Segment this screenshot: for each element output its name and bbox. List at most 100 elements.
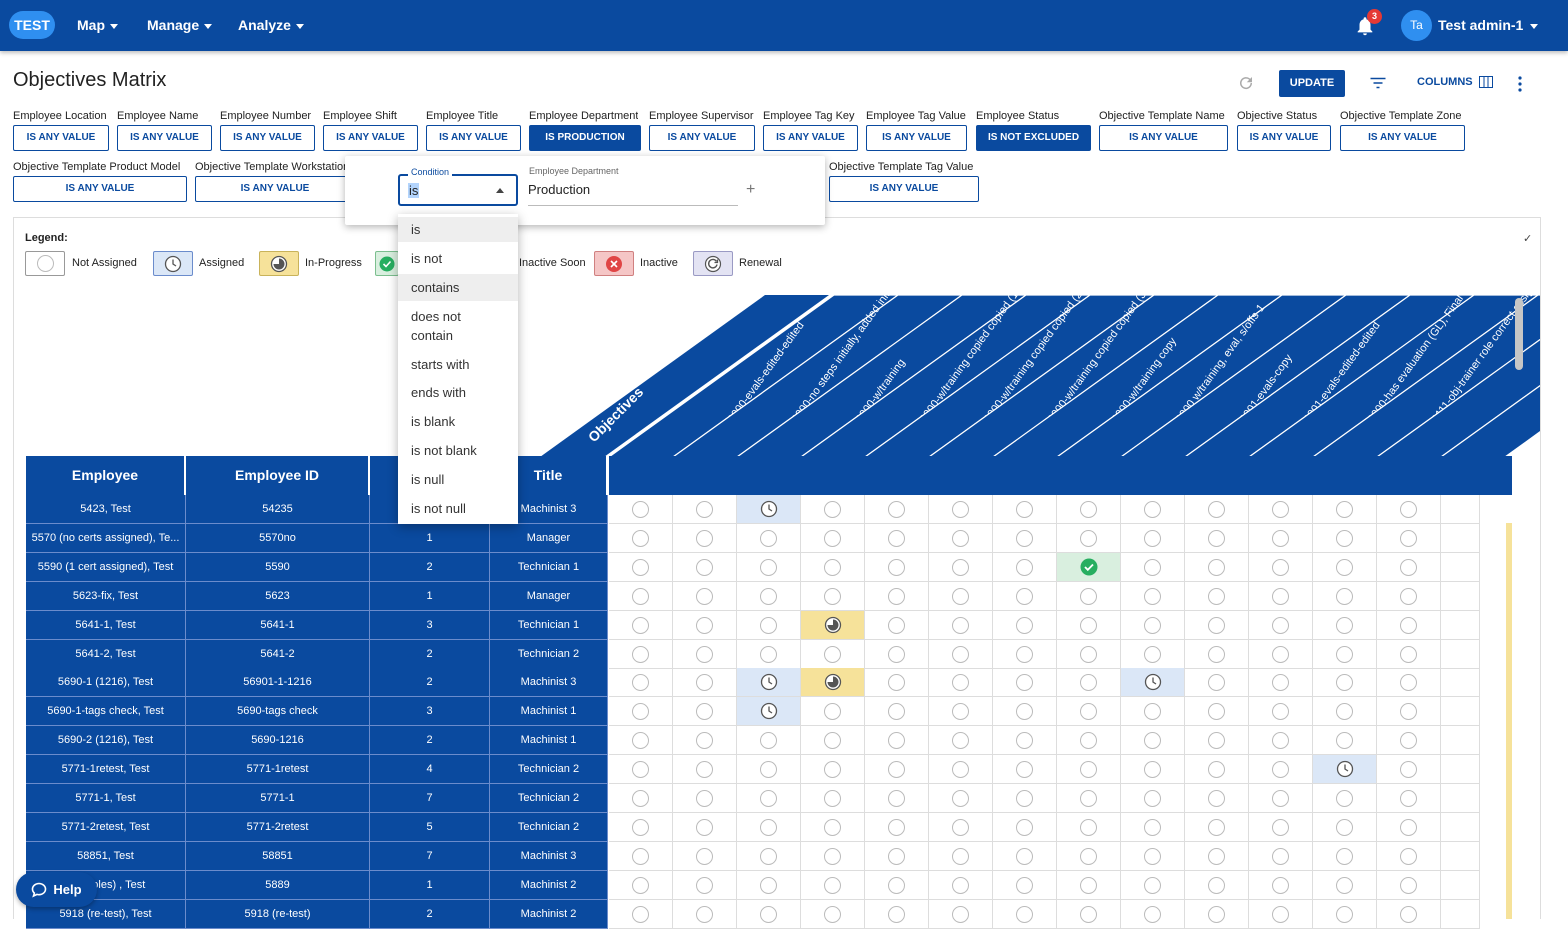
- matrix-cell[interactable]: [609, 784, 673, 813]
- title-cell[interactable]: Technician 1: [490, 611, 608, 640]
- filter-objective-template-name[interactable]: IS ANY VALUE: [1099, 125, 1228, 151]
- matrix-cell[interactable]: [1313, 553, 1377, 582]
- objective-column-header[interactable]: [735, 295, 1028, 457]
- filter-employee-status[interactable]: IS NOT EXCLUDED: [976, 125, 1091, 151]
- employee-id-cell[interactable]: 5641-2: [186, 640, 370, 669]
- matrix-cell[interactable]: [1185, 755, 1249, 784]
- matrix-cell[interactable]: [673, 755, 737, 784]
- matrix-cell[interactable]: [1377, 871, 1441, 900]
- matrix-cell[interactable]: [1185, 668, 1249, 697]
- matrix-cell[interactable]: [929, 755, 993, 784]
- matrix-cell[interactable]: [1249, 582, 1313, 611]
- filter-objective-status[interactable]: IS ANY VALUE: [1237, 125, 1331, 151]
- employee-id-cell[interactable]: 5641-1: [186, 611, 370, 640]
- matrix-cell[interactable]: [737, 842, 801, 871]
- matrix-cell[interactable]: [1377, 495, 1441, 524]
- matrix-cell[interactable]: [737, 553, 801, 582]
- matrix-cell[interactable]: [673, 784, 737, 813]
- matrix-cell[interactable]: [1249, 553, 1313, 582]
- matrix-cell[interactable]: [801, 900, 865, 929]
- matrix-cell[interactable]: [1441, 755, 1480, 784]
- option-starts-with[interactable]: starts with: [411, 357, 470, 372]
- employee-name-cell[interactable]: 5623-fix, Test: [26, 582, 186, 611]
- matrix-cell[interactable]: [737, 640, 801, 669]
- filter-employee-location[interactable]: IS ANY VALUE: [13, 125, 109, 151]
- matrix-cell[interactable]: [929, 495, 993, 524]
- employee-name-cell[interactable]: 58851, Test: [26, 842, 186, 871]
- matrix-cell[interactable]: [1441, 871, 1480, 900]
- option-is-blank[interactable]: is blank: [411, 414, 456, 429]
- matrix-cell[interactable]: [801, 582, 865, 611]
- filter-objective-template-product-model[interactable]: IS ANY VALUE: [13, 176, 187, 202]
- matrix-cell[interactable]: [801, 871, 865, 900]
- matrix-cell[interactable]: [1057, 842, 1121, 871]
- employee-id-cell[interactable]: 5690-1216: [186, 726, 370, 755]
- matrix-cell[interactable]: [801, 495, 865, 524]
- matrix-cell[interactable]: [1377, 640, 1441, 669]
- filter-employee-number[interactable]: IS ANY VALUE: [220, 125, 315, 151]
- app-logo[interactable]: TEST: [9, 11, 55, 39]
- check-icon[interactable]: ✓: [1523, 233, 1533, 245]
- matrix-cell[interactable]: [1249, 813, 1313, 842]
- option-contains[interactable]: contains: [398, 274, 518, 301]
- objective-column-header[interactable]: [607, 295, 900, 457]
- matrix-cell[interactable]: [993, 784, 1057, 813]
- matrix-cell[interactable]: [1057, 755, 1121, 784]
- matrix-cell[interactable]: [929, 784, 993, 813]
- filter-employee-department[interactable]: IS PRODUCTION: [529, 125, 641, 151]
- matrix-cell[interactable]: [993, 495, 1057, 524]
- matrix-cell[interactable]: [993, 900, 1057, 929]
- title-cell[interactable]: Machinist 3: [490, 842, 608, 871]
- matrix-cell[interactable]: [609, 582, 673, 611]
- matrix-cell[interactable]: [1121, 611, 1185, 640]
- employee-name-cell[interactable]: 5771-1, Test: [26, 784, 186, 813]
- title-cell[interactable]: Technician 2: [490, 755, 608, 784]
- title-cell[interactable]: Manager: [490, 582, 608, 611]
- objective-column-header[interactable]: [1055, 295, 1348, 457]
- count-cell[interactable]: 7: [370, 784, 490, 813]
- matrix-cell[interactable]: [1057, 553, 1121, 582]
- matrix-cell[interactable]: [929, 900, 993, 929]
- matrix-cell[interactable]: [993, 640, 1057, 669]
- matrix-cell[interactable]: [801, 755, 865, 784]
- matrix-cell[interactable]: [1441, 640, 1480, 669]
- user-menu[interactable]: Test admin-1: [1438, 17, 1539, 33]
- matrix-cell[interactable]: [1313, 611, 1377, 640]
- matrix-cell[interactable]: [1121, 755, 1185, 784]
- matrix-cell[interactable]: [993, 755, 1057, 784]
- objective-column-header[interactable]: [927, 295, 1220, 457]
- matrix-cell[interactable]: [1249, 611, 1313, 640]
- matrix-cell[interactable]: [1249, 784, 1313, 813]
- matrix-cell[interactable]: [673, 842, 737, 871]
- matrix-cell[interactable]: [865, 755, 929, 784]
- title-cell[interactable]: Manager: [490, 524, 608, 553]
- count-cell[interactable]: 2: [370, 668, 490, 697]
- objective-column-header[interactable]: [1375, 295, 1540, 457]
- matrix-cell[interactable]: [801, 842, 865, 871]
- title-cell[interactable]: Technician 2: [490, 640, 608, 669]
- option-is-null[interactable]: is null: [411, 472, 445, 487]
- filter-employee-supervisor[interactable]: IS ANY VALUE: [649, 125, 755, 151]
- matrix-cell[interactable]: [865, 582, 929, 611]
- matrix-cell[interactable]: [1441, 524, 1480, 553]
- matrix-cell[interactable]: [1313, 900, 1377, 929]
- employee-id-cell[interactable]: 5590: [186, 553, 370, 582]
- employee-name-cell[interactable]: 5590 (1 cert assigned), Test: [26, 553, 186, 582]
- matrix-cell[interactable]: [801, 726, 865, 755]
- filter-objective-template-workstation[interactable]: IS ANY VALUE: [195, 176, 355, 202]
- matrix-cell[interactable]: [609, 900, 673, 929]
- matrix-cell[interactable]: [1185, 813, 1249, 842]
- matrix-cell[interactable]: [993, 524, 1057, 553]
- matrix-cell[interactable]: [737, 784, 801, 813]
- matrix-cell[interactable]: [929, 842, 993, 871]
- title-cell[interactable]: Machinist 1: [490, 726, 608, 755]
- matrix-cell[interactable]: [1377, 697, 1441, 726]
- matrix-cell[interactable]: [993, 697, 1057, 726]
- matrix-cell[interactable]: [865, 813, 929, 842]
- matrix-cell[interactable]: [865, 871, 929, 900]
- matrix-cell[interactable]: [1441, 582, 1480, 611]
- filter-icon[interactable]: [1369, 75, 1387, 91]
- count-cell[interactable]: 2: [370, 900, 490, 929]
- swap-icon[interactable]: ⤡: [710, 315, 718, 326]
- matrix-cell[interactable]: [673, 726, 737, 755]
